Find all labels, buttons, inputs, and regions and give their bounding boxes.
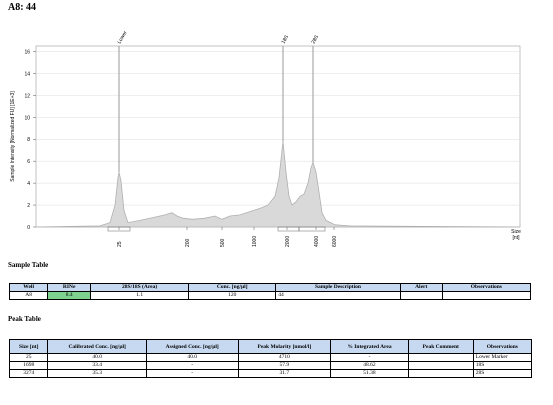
col-assigned-conc: Assigned Conc. [ng/µl] [145,339,239,354]
peak-table: Size [nt] Calibrated Conc. [ng/µl] Assig… [8,339,533,378]
y-tick-label: 8 [27,137,30,143]
integration-bracket [107,226,131,232]
electropherogram-chart: 0 2 4 6 8 10 12 14 16 Sample Intensity [Normalize… [10,30,521,247]
col-calibrated-conc: Calibrated Conc. [ng/µl] [47,339,147,354]
table-row: 3274 35.3 - 31.7 51.38 28S [8,369,533,378]
integration-bracket [298,226,326,232]
cell-integrated-area: - [330,353,409,362]
electropherogram-trace [35,141,521,228]
col-size: Size [nt] [8,339,49,354]
x-tick-label: 6000 [332,236,338,247]
x-tick-label: 1000 [252,236,258,247]
cell-conc: 120 [188,291,277,300]
y-tick-label: 10 [24,115,30,121]
cell-size: 25 [8,353,49,362]
cell-peak-comment [407,361,474,370]
col-conc: Conc. [ng/µl] [188,283,277,292]
y-tick-label: 6 [27,159,30,165]
col-description: Sample Description [275,283,401,292]
y-tick-label: 16 [24,49,30,55]
cell-rine: 8.4 [47,291,92,300]
cell-peak-molarity: 4710 [237,353,332,362]
x-tick-label: 500 [220,238,226,247]
cell-well: A8 [8,291,49,300]
col-alert: Alert [399,283,443,292]
x-tick-label: 4000 [314,236,320,247]
table-row: 1698 33.4 - 57.9 48.62 18S [8,361,533,370]
table-row: A8 8.4 1.1 120 44 [8,291,532,300]
col-peak-molarity: Peak Molarity [nmol/l] [237,339,332,354]
cell-alert [399,291,443,300]
cell-assigned-conc: - [145,361,239,370]
cell-peak-comment [407,369,474,378]
y-tick-label: 2 [27,203,30,209]
y-tick-label: 4 [27,181,30,187]
peak-table-title: Peak Table [8,315,41,323]
cell-peak-comment [407,353,474,362]
x-tick-label: 2000 [285,236,291,247]
cell-calibrated-conc: 33.4 [47,361,147,370]
x-tick-label: 200 [185,238,191,247]
cell-calibrated-conc: 35.3 [47,369,147,378]
y-tick-label: 14 [24,71,30,77]
col-rine: RINe [47,283,92,292]
cell-calibrated-conc: 40.0 [47,353,147,362]
cell-peak-observation: 28S [472,369,533,378]
cell-peak-observation: Lower Marker [472,353,533,362]
peak-table-header-row: Size [nt] Calibrated Conc. [ng/µl] Assig… [8,339,533,354]
peak-label: Lower [117,30,129,45]
x-axis-label: Size [511,229,521,235]
col-integrated-area: % Integrated Area [330,339,409,354]
cell-integrated-area: 48.62 [330,361,409,370]
y-tick-label: 0 [27,225,30,231]
table-row: 25 40.0 40.0 4710 - Lower Marker [8,353,533,362]
sample-table-header-row: Well RINe 28S/18S (Area) Conc. [ng/µl] S… [8,283,532,292]
cell-size: 1698 [8,361,49,370]
cell-observations [441,291,532,300]
peak-label: 18S [281,34,291,45]
col-peak-observations: Observations [472,339,533,354]
x-tick-label: 25 [117,241,123,247]
col-ratio: 28S/18S (Area) [90,283,190,292]
sample-table: Well RINe 28S/18S (Area) Conc. [ng/µl] S… [8,283,532,300]
y-axis-label: Sample Intensity [Normalized FU] [1E+3] [10,91,16,182]
cell-peak-molarity: 31.7 [237,369,332,378]
peak-label: 28S [311,34,321,45]
cell-peak-observation: 18S [472,361,533,370]
page-title: A8: 44 [8,2,37,13]
cell-peak-molarity: 57.9 [237,361,332,370]
cell-assigned-conc: 40.0 [145,353,239,362]
cell-description: 44 [275,291,401,300]
cell-size: 3274 [8,369,49,378]
col-well: Well [8,283,49,292]
y-tick-label: 12 [24,93,30,99]
cell-ratio: 1.1 [90,291,190,300]
cell-integrated-area: 51.38 [330,369,409,378]
sample-table-title: Sample Table [8,261,49,269]
col-observations: Observations [441,283,532,292]
cell-assigned-conc: - [145,369,239,378]
col-peak-comment: Peak Comment [407,339,474,354]
integration-bracket [277,226,300,232]
x-axis-unit: [nt] [513,235,521,241]
